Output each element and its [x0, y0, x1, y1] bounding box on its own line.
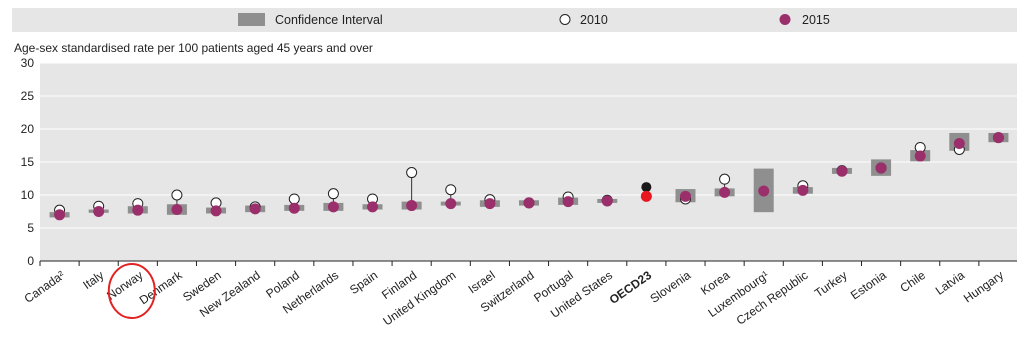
y-tick-label: 5: [27, 221, 34, 235]
point-2015: [93, 206, 105, 217]
point-2015: [719, 186, 731, 198]
y-tick-label: 25: [21, 89, 35, 103]
legend-2010-marker: [559, 14, 571, 25]
category-label: Turkey: [812, 268, 850, 300]
point-2015: [132, 204, 144, 216]
point-2015: [601, 195, 613, 207]
point-2010: [719, 173, 731, 185]
point-2015: [210, 205, 222, 217]
y-tick-label: 20: [21, 122, 35, 136]
category-label: Hungary: [961, 268, 1006, 305]
point-2015: [288, 202, 300, 214]
legend-ci-swatch: [238, 13, 265, 26]
point-2010: [171, 189, 183, 201]
point-2010: [288, 193, 300, 205]
category-label: Spain: [347, 268, 380, 297]
point-2015: [367, 201, 379, 213]
point-2010: [406, 167, 418, 179]
point-2015: [953, 138, 965, 150]
category-label: Czech Republic: [734, 268, 811, 328]
point-2010: [641, 182, 652, 193]
point-2015: [327, 201, 339, 213]
legend-2010-label: 2010: [580, 13, 608, 27]
y-tick-label: 30: [21, 56, 35, 70]
point-2015: [914, 150, 926, 162]
point-2015: [249, 203, 261, 215]
y-tick-label: 10: [21, 188, 35, 202]
y-tick-label: 15: [21, 155, 35, 169]
point-2010: [445, 184, 457, 196]
category-label: Canada²: [22, 268, 68, 306]
legend: Confidence Interval 2010 2015: [238, 13, 830, 27]
y-tick-label: 0: [27, 254, 34, 268]
y-axis-ticks: 0 5 10 15 20 25 30: [21, 56, 35, 268]
gridlines: [40, 62, 1017, 229]
point-2010: [327, 188, 339, 200]
y-axis-title: Age-sex standardised rate per 100 patien…: [14, 41, 373, 55]
point-2015: [484, 198, 496, 210]
point-2015: [54, 209, 66, 221]
category-label: Chile: [897, 268, 928, 295]
legend-ci-label: Confidence Interval: [275, 13, 383, 27]
legend-2015-marker: [779, 14, 791, 25]
category-label: Estonia: [848, 268, 889, 303]
category-label: OECD23: [607, 268, 655, 307]
category-label: Denmark: [137, 267, 186, 307]
category-label: Slovenia: [647, 268, 693, 306]
point-2015: [523, 197, 535, 209]
point-2015: [758, 185, 770, 197]
x-axis-ticks: [39, 261, 980, 266]
point-2015: [836, 165, 848, 177]
point-2015: [562, 196, 574, 208]
point-2015: [406, 200, 418, 212]
annotations: [107, 263, 156, 319]
series-2015-points: [54, 132, 1004, 221]
highlight-circle: [107, 263, 156, 319]
point-2015: [992, 132, 1004, 144]
point-2015: [875, 162, 887, 174]
point-2015: [171, 204, 183, 216]
point-2015: [445, 198, 457, 210]
point-2015: [797, 184, 809, 196]
legend-2015-label: 2015: [802, 13, 830, 27]
category-label: Italy: [80, 268, 106, 292]
legend-background: [12, 8, 1017, 32]
point-2015: [640, 190, 652, 202]
point-2015: [679, 190, 691, 202]
